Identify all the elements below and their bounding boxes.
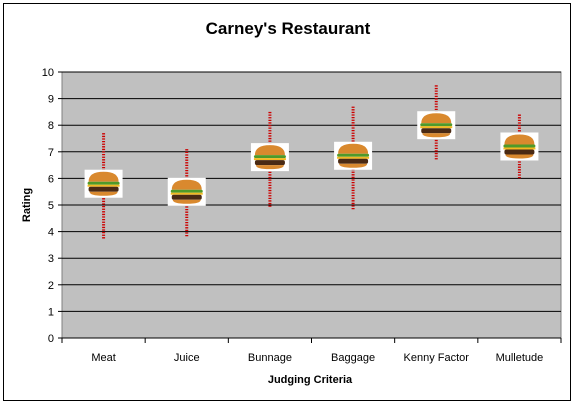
x-tick-label: Baggage (331, 352, 375, 364)
cheese (337, 156, 370, 159)
series-points (84, 85, 539, 240)
y-tick-label: 7 (48, 147, 54, 159)
top-bun (421, 113, 452, 124)
patty (421, 128, 452, 134)
bottom-bun (339, 163, 368, 168)
patty (338, 158, 369, 164)
top-bun (88, 171, 119, 182)
patty (504, 149, 535, 155)
lettuce (253, 155, 286, 159)
y-tick-label: 9 (48, 94, 54, 106)
top-bun (338, 143, 369, 154)
cheese (87, 184, 120, 187)
y-tick-label: 5 (48, 200, 54, 212)
y-tick-label: 2 (48, 280, 54, 292)
bottom-bun (172, 199, 201, 204)
x-tick-label: Meat (91, 352, 115, 364)
bottom-bun (89, 191, 118, 196)
lettuce (503, 144, 536, 148)
hamburger-icon (250, 143, 289, 172)
x-axis-ticks: Meat Juice Bunnage Baggage Kenny Factor Mulle… (61, 337, 562, 364)
y-tick-label: 3 (48, 253, 54, 265)
x-tick-label: Juice (174, 352, 200, 364)
bottom-bun (422, 133, 451, 138)
top-bun (171, 179, 202, 190)
bottom-bun (505, 154, 534, 159)
y-axis-ticks: 0 1 2 3 4 5 6 7 8 9 10 (42, 67, 62, 345)
hamburger-icon (167, 177, 206, 206)
y-axis-title: Rating (21, 188, 33, 222)
chart-title: Carney's Restaurant (206, 19, 371, 38)
cheese (253, 158, 286, 161)
lettuce (337, 153, 370, 157)
top-bun (504, 134, 535, 145)
lettuce (420, 123, 453, 127)
patty (88, 186, 119, 192)
x-tick-label: Mulletude (496, 352, 544, 364)
patty (254, 160, 285, 166)
x-tick-label: Bunnage (248, 352, 292, 364)
x-axis-title: Judging Criteria (268, 374, 353, 386)
y-tick-label: 6 (48, 173, 54, 185)
gridlines (62, 71, 561, 312)
y-tick-label: 0 (48, 333, 54, 345)
y-tick-label: 4 (48, 227, 54, 239)
cheese (503, 147, 536, 150)
hamburger-icon (334, 141, 373, 170)
lettuce (87, 181, 120, 185)
y-tick-label: 10 (42, 67, 54, 79)
cheese (170, 192, 203, 195)
cheese (420, 126, 453, 129)
y-tick-label: 8 (48, 120, 54, 132)
bottom-bun (255, 165, 284, 170)
hamburger-icon (500, 132, 539, 161)
y-tick-label: 1 (48, 306, 54, 318)
hamburger-icon (417, 111, 456, 140)
patty (171, 194, 202, 200)
lettuce (170, 189, 203, 193)
hamburger-icon (84, 169, 123, 198)
top-bun (254, 145, 285, 156)
x-tick-label: Kenny Factor (404, 352, 470, 364)
